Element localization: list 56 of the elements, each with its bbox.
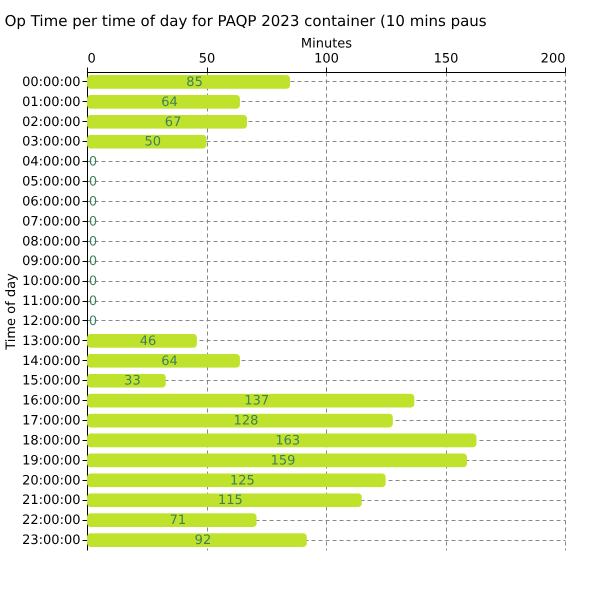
y-tick-label: 23:00:00 [22,533,80,548]
y-tick-label: 22:00:00 [22,513,80,528]
data-label: 50 [144,134,162,150]
data-label: 92 [194,533,212,548]
chart-title: Op Time per time of day for PAQP 2023 container (10 mins paus [4,12,487,30]
data-label: 0 [88,254,98,270]
data-label: 125 [230,473,255,488]
data-label: 67 [164,114,182,130]
x-tick-label: 150 [434,52,458,66]
y-tick-label: 01:00:00 [22,94,80,110]
data-label: 159 [270,453,296,468]
y-tick-label: 02:00:00 [22,114,80,130]
y-tick-label: 00:00:00 [22,74,80,90]
y-tick-label: 04:00:00 [22,154,80,170]
x-tick-label: 100 [314,52,339,66]
data-label: 0 [88,194,98,210]
y-tick-label: 13:00:00 [22,334,80,349]
y-tick-label: 07:00:00 [22,214,80,230]
y-tick-label: 03:00:00 [22,134,80,150]
y-axis-title: Time of day [4,272,20,351]
x-tick-label: 0 [88,52,96,66]
y-tick-label: 09:00:00 [22,254,80,270]
data-label: 0 [88,154,98,170]
y-tick-label: 19:00:00 [22,453,80,468]
data-label: 0 [88,294,98,310]
y-tick-label: 15:00:00 [22,374,80,389]
y-tick-label: 10:00:00 [22,274,80,290]
y-tick-label: 20:00:00 [22,473,80,488]
data-label: 128 [234,414,258,429]
y-tick-label: 14:00:00 [22,354,80,369]
data-label: 64 [161,94,178,110]
x-tick-label: 200 [540,52,566,66]
data-label: 33 [124,374,141,389]
y-tick-label: 17:00:00 [22,414,80,429]
data-label: 64 [161,354,178,369]
data-label: 0 [88,214,98,230]
y-tick-label: 08:00:00 [22,234,80,250]
data-label: 0 [88,274,98,290]
y-tick-label: 05:00:00 [22,174,80,190]
data-label: 71 [170,513,186,528]
y-tick-label: 06:00:00 [22,194,80,210]
data-label: 163 [275,433,300,448]
data-label: 46 [140,334,156,349]
data-label: 0 [88,174,98,190]
data-label: 0 [88,234,98,250]
y-tick-label: 16:00:00 [22,394,80,409]
x-axis-title: Minutes [300,36,352,52]
y-tick-label: 11:00:00 [22,294,80,310]
y-tick-label: 18:00:00 [22,433,80,448]
data-label: 115 [218,493,243,508]
data-label: 137 [244,394,270,409]
data-label: 85 [186,74,203,90]
y-tick-label: 21:00:00 [22,493,80,508]
y-tick-label: 12:00:00 [22,314,80,329]
x-tick-label: 50 [198,52,216,66]
data-label: 0 [88,314,98,329]
